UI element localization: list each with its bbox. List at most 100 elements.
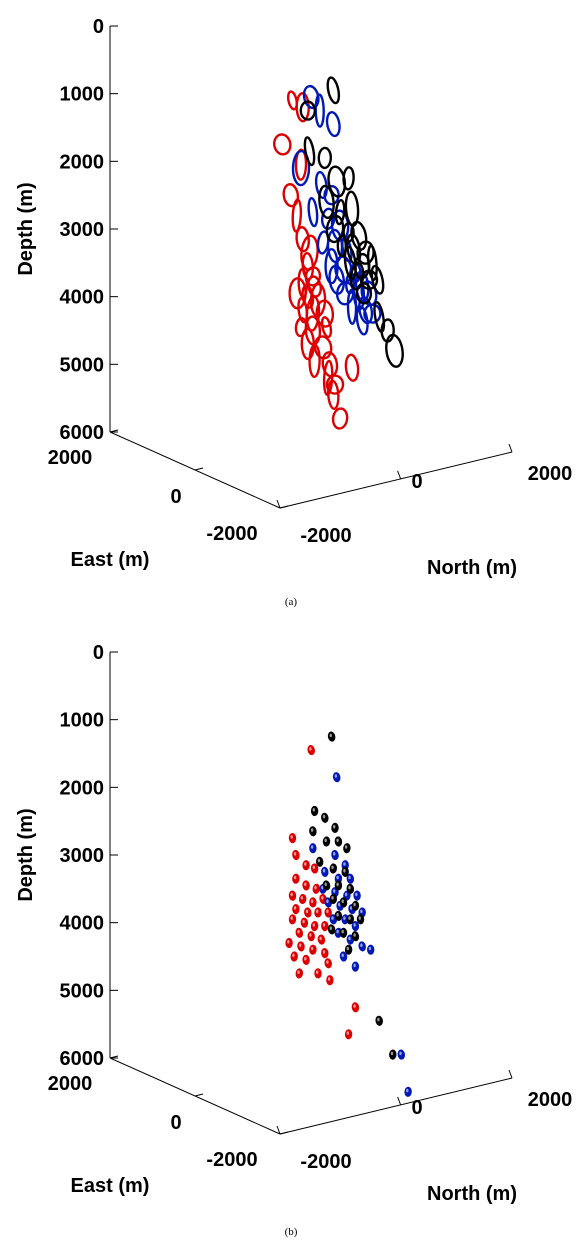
data-point-highlight	[309, 933, 312, 937]
depth-tick-label: 3000	[60, 845, 105, 867]
east-tick-label: 2000	[48, 1073, 93, 1095]
data-point-highlight	[360, 909, 363, 914]
data-point	[366, 244, 378, 281]
data-point-highlight	[348, 885, 351, 890]
data-point	[349, 262, 365, 291]
east-tick	[279, 505, 289, 509]
data-point-highlight	[341, 929, 344, 934]
east-tick	[109, 429, 119, 433]
data-point-highlight	[310, 946, 314, 951]
depth-tick-label: 4000	[60, 287, 105, 309]
chart-a: 0 1000 2000 3000 4000 5000 6000 2000 0 -2000 -2000…	[15, 16, 572, 579]
north-tick	[276, 1125, 281, 1135]
data-point-highlight	[297, 929, 300, 934]
data-point-highlight	[368, 946, 372, 951]
data-point	[346, 288, 358, 325]
data-point-highlight	[343, 916, 346, 920]
data-point	[342, 222, 355, 243]
depth-tick-label: 5000	[60, 354, 105, 376]
data-point-highlight	[360, 943, 363, 947]
depth-tick-label: 6000	[60, 1048, 105, 1070]
data-point-highlight	[310, 845, 314, 849]
north-tick	[397, 1096, 402, 1106]
east-axis-label: East (m)	[71, 1175, 150, 1197]
data-point	[350, 220, 368, 251]
north-axis-line	[279, 1077, 513, 1135]
north-tick	[508, 1069, 513, 1079]
east-tick	[279, 1131, 289, 1135]
data-point	[326, 76, 341, 105]
data-point-highlight	[312, 865, 315, 870]
data-point	[291, 149, 311, 187]
data-point-highlight	[406, 1088, 409, 1093]
data-point-highlight	[358, 916, 361, 920]
panel-a: 0 1000 2000 3000 4000 5000 6000 2000 0 -2000 -2000…	[0, 0, 582, 600]
panel-b: 0 1000 2000 3000 4000 5000 6000 2000 0 -2000 -2000…	[0, 626, 582, 1226]
data-point-highlight	[343, 868, 346, 873]
data-point-highlight	[300, 896, 304, 900]
depth-tick-label: 3000	[60, 219, 105, 241]
data-point-highlight	[348, 875, 351, 880]
data-point-highlight	[336, 912, 339, 917]
data-point-highlight	[321, 885, 324, 890]
data-point-highlight	[322, 923, 326, 927]
data-point-highlight	[292, 953, 295, 958]
data-point-highlight	[312, 923, 315, 927]
data-point-highlight	[293, 906, 297, 910]
data-point-highlight	[329, 926, 332, 930]
east-tick-label: -2000	[206, 1149, 257, 1171]
data-point-highlight	[338, 902, 341, 907]
data-point	[327, 379, 340, 410]
data-point-highlight	[353, 1004, 356, 1008]
data-point	[314, 93, 325, 128]
north-tick	[508, 443, 513, 453]
data-point-highlight	[341, 953, 344, 958]
data-point-highlight	[334, 774, 338, 778]
data-point	[356, 240, 375, 265]
data-point-highlight	[322, 814, 326, 819]
depth-tick-label: 1000	[60, 84, 105, 106]
data-point	[291, 198, 303, 233]
east-tick-label: 2000	[48, 447, 93, 469]
data-point-highlight	[353, 923, 356, 927]
depth-tick-label: 0	[93, 16, 104, 38]
data-point-highlight	[399, 1051, 402, 1056]
data-point-highlight	[324, 882, 327, 887]
data-point	[355, 282, 373, 305]
data-point	[308, 343, 321, 379]
data-point-highlight	[377, 1017, 380, 1022]
depth-tick-label: 2000	[60, 151, 105, 173]
depth-tick-label: 1000	[60, 710, 105, 732]
depth-tick-label: 6000	[60, 422, 105, 444]
east-tick	[194, 1093, 204, 1097]
data-point-highlight	[322, 868, 326, 873]
east-tick	[194, 467, 204, 471]
data-point-highlight	[353, 933, 356, 937]
data-point-highlight	[316, 909, 319, 914]
data-point	[320, 316, 333, 339]
data-point-highlight	[319, 936, 322, 941]
data-point	[355, 305, 369, 336]
data-point-highlight	[309, 747, 312, 751]
data-point-highlight	[326, 909, 329, 914]
data-point-highlight	[326, 960, 329, 964]
markers	[273, 76, 404, 430]
data-point	[314, 170, 328, 200]
depth-tick-label: 5000	[60, 980, 105, 1002]
data-point-highlight	[293, 875, 297, 880]
markers	[285, 731, 412, 1097]
data-point-highlight	[333, 852, 336, 856]
data-point	[342, 166, 355, 191]
data-point-highlight	[290, 892, 293, 897]
data-point-highlight	[390, 1051, 394, 1056]
data-point-highlight	[346, 946, 349, 951]
data-point	[334, 198, 346, 226]
data-point-highlight	[299, 943, 302, 947]
north-tick-label: -2000	[300, 525, 351, 547]
data-point-highlight	[336, 882, 339, 887]
north-tick-label: 0	[411, 471, 422, 493]
data-point	[363, 303, 382, 324]
data-point-highlight	[346, 1031, 349, 1035]
caption-b: (b)	[284, 1226, 298, 1238]
data-point-highlight	[290, 916, 293, 920]
